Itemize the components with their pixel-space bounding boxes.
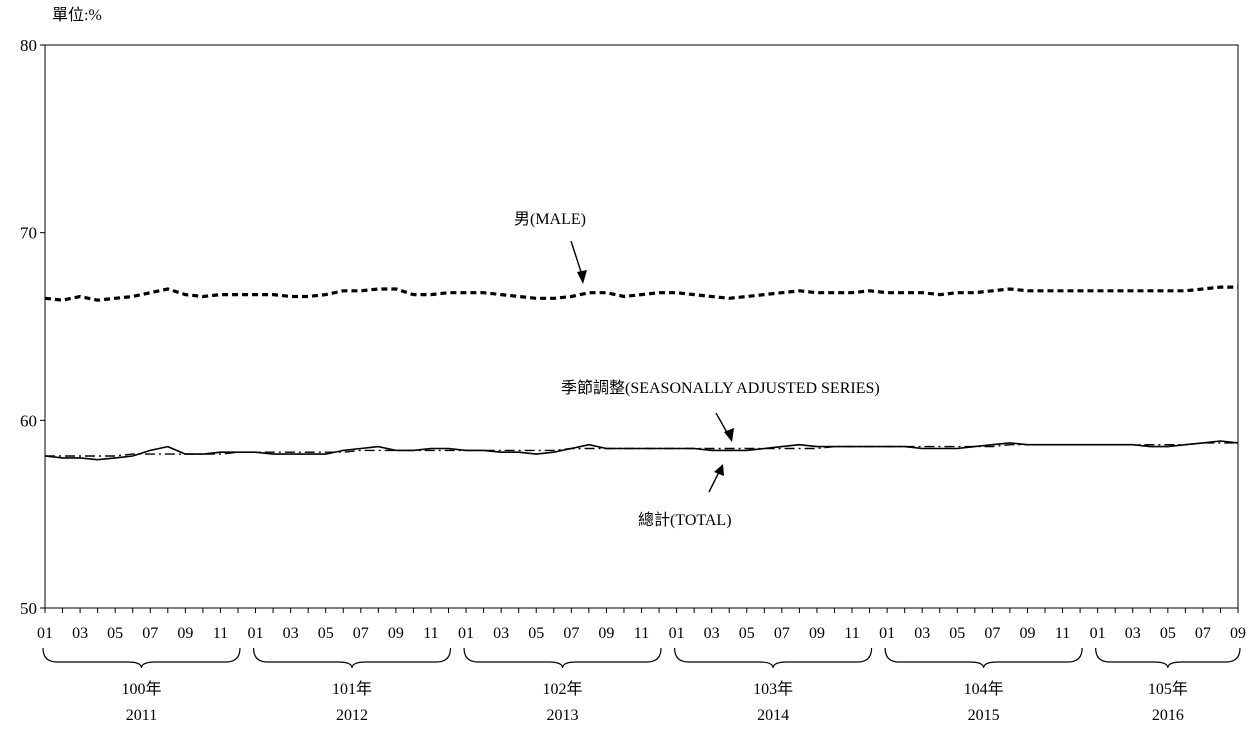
year-brace (673, 647, 873, 669)
x-tick-label: 03 (72, 625, 88, 642)
year-ad-label: 2014 (757, 707, 789, 724)
x-tick-label: 07 (984, 625, 1000, 642)
x-tick-label: 09 (388, 625, 404, 642)
x-tick-label: 09 (177, 625, 193, 642)
x-tick-label: 11 (634, 625, 649, 642)
y-tick-label: 70 (20, 224, 37, 243)
male-arrow-head (577, 270, 587, 284)
x-tick-label: 11 (844, 625, 859, 642)
year-ad-label: 2012 (336, 707, 368, 724)
total-series-label: 總計(TOTAL) (638, 511, 732, 529)
x-tick-label: 05 (528, 625, 544, 642)
year-ad-label: 2015 (968, 707, 1000, 724)
x-tick-label: 09 (1019, 625, 1035, 642)
x-tick-label: 01 (879, 625, 895, 642)
seasonal-series-label: 季節調整(SEASONALLY ADJUSTED SERIES) (561, 379, 880, 397)
series-line-solid (44, 440, 1239, 461)
x-tick-label: 11 (1055, 625, 1070, 642)
x-tick-label: 01 (1090, 625, 1106, 642)
seasonal-arrow-head (724, 428, 734, 442)
unit-label: 單位:% (52, 6, 102, 24)
x-tick-label: 09 (809, 625, 825, 642)
x-tick-label: 03 (914, 625, 930, 642)
year-ad-label: 2016 (1152, 707, 1184, 724)
x-tick-label: 05 (949, 625, 965, 642)
year-brace (252, 647, 452, 669)
x-axis: 01 03 05 07 09 11 01 03 05 07 09 11 01 03 05 07 09 11 01 03… (37, 608, 1246, 642)
year-brace (463, 647, 662, 669)
x-tick-label: 09 (1230, 625, 1246, 642)
series-line-dashed (44, 285, 1238, 302)
x-tick-label: 01 (669, 625, 685, 642)
year-brace (1095, 647, 1241, 669)
x-tick-label: 09 (598, 625, 614, 642)
x-tick-label: 07 (774, 625, 790, 642)
year-roc-label: 100年 (121, 680, 161, 698)
total-arrow-head (714, 464, 724, 476)
year-roc-label: 105年 (1148, 680, 1188, 698)
x-tick-label: 05 (1160, 625, 1176, 642)
x-tick-label: 11 (423, 625, 438, 642)
year-ad-label: 2011 (126, 707, 157, 724)
x-tick-label: 07 (1195, 625, 1211, 642)
year-roc-label: 101年 (332, 680, 372, 698)
x-tick-label: 05 (318, 625, 334, 642)
x-tick-label: 03 (1125, 625, 1141, 642)
y-axis: 50 60 70 80 (20, 36, 45, 618)
year-brace (42, 647, 241, 669)
year-roc-label: 104年 (964, 680, 1004, 698)
male-series-label: 男(MALE) (514, 211, 586, 228)
year-groups: 100年 2011 101年 2012 102年 2013 103年 2014 104年 2015… (42, 647, 1241, 724)
seasonal-annotation: 季節調整(SEASONALLY ADJUSTED SERIES) (561, 379, 880, 442)
x-tick-label: 07 (353, 625, 369, 642)
year-ad-label: 2013 (547, 707, 579, 724)
y-tick-label: 80 (20, 36, 37, 55)
year-roc-label: 103年 (753, 680, 793, 698)
x-tick-label: 05 (739, 625, 755, 642)
total-annotation: 總計(TOTAL) (638, 464, 732, 529)
x-tick-label: 01 (37, 625, 53, 642)
x-tick-label: 03 (283, 625, 299, 642)
y-tick-label: 60 (20, 411, 37, 430)
series-layer (44, 285, 1239, 461)
x-tick-label: 03 (493, 625, 509, 642)
x-tick-label: 07 (142, 625, 158, 642)
x-tick-label: 01 (248, 625, 264, 642)
year-brace (884, 647, 1083, 669)
series-line-dash-dot (45, 442, 1238, 457)
x-tick-label: 05 (107, 625, 123, 642)
x-tick-label: 11 (213, 625, 228, 642)
x-tick-label: 03 (704, 625, 720, 642)
x-tick-label: 07 (563, 625, 579, 642)
male-annotation: 男(MALE) (514, 211, 587, 284)
y-tick-label: 50 (20, 599, 37, 618)
year-roc-label: 102年 (543, 680, 583, 698)
x-tick-label: 01 (458, 625, 474, 642)
